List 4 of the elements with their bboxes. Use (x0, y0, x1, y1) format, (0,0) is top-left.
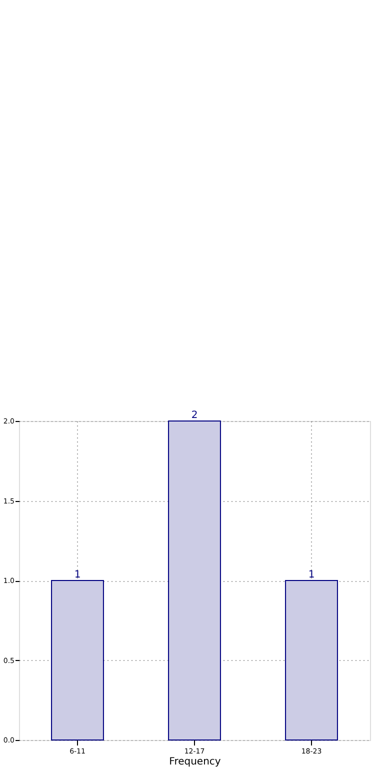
x-axis-title: Frequency (169, 756, 221, 768)
data-label: 2 (191, 410, 198, 421)
data-label: 1 (308, 570, 315, 580)
data-label: 1 (74, 570, 81, 580)
